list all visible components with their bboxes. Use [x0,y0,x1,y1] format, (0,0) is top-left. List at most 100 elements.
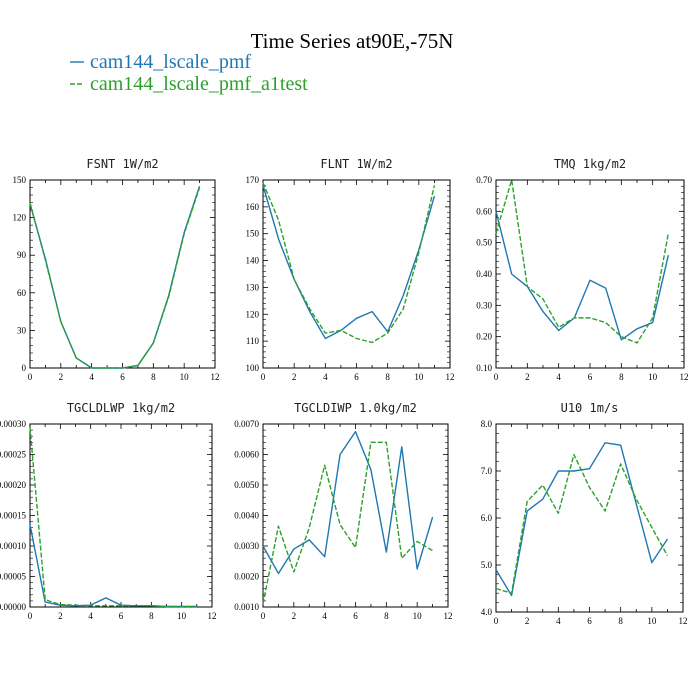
x-tick-label: 4 [323,372,328,382]
x-tick-label: 4 [322,611,327,621]
legend-label-1: cam144_lscale_pmf_a1test [90,73,308,95]
y-tick-label: 0.60 [476,206,492,216]
y-tick-label: 8.0 [481,419,493,429]
x-tick-label: 12 [446,372,455,382]
y-tick-label: 150 [246,229,260,239]
x-tick-label: 10 [648,372,658,382]
series-line-1 [262,182,436,344]
panel-title: FSNT 1W/m2 [86,157,158,171]
y-tick-label: 0.0010 [234,602,259,612]
x-tick-label: 10 [647,616,657,626]
y-tick-label: 170 [246,175,260,185]
x-tick-label: 10 [414,372,424,382]
y-tick-label: 0.40 [476,269,492,279]
series-line-0 [495,442,669,597]
y-tick-label: 0.0030 [234,541,259,551]
x-tick-label: 12 [208,611,217,621]
panel-4: TGCLDIWP 1.0kg/m2 0 2 4 6 8 10 12 0.0010 0.0020 0.… [234,401,452,621]
series-line-0 [495,211,670,341]
y-tick-label: 0.00020 [0,480,27,490]
y-tick-label: 0.70 [476,175,492,185]
x-tick-label: 2 [525,372,530,382]
plot-frame [29,423,213,608]
panel-title: U10 1m/s [561,401,619,415]
x-tick-label: 12 [679,616,688,626]
panel-title: FLNT 1W/m2 [320,157,392,171]
x-tick-label: 8 [385,372,390,382]
y-tick-label: 7.0 [481,466,493,476]
series-line-0 [262,185,436,340]
series-line-1 [495,179,670,344]
x-tick-label: 6 [587,616,592,626]
y-tick-label: 0.00030 [0,419,27,429]
plot-frame [29,179,216,369]
x-tick-label: 0 [28,372,33,382]
x-tick-label: 0 [261,372,266,382]
y-tick-label: 0.00000 [0,602,27,612]
series-line-0 [29,524,197,608]
series-line-1 [495,453,669,594]
x-tick-label: 6 [353,611,358,621]
panel-title: TMQ 1kg/m2 [554,157,626,171]
series-line-1 [29,426,197,608]
x-tick-label: 8 [384,611,389,621]
x-tick-label: 6 [588,372,593,382]
x-tick-label: 4 [556,372,561,382]
x-tick-label: 8 [151,372,156,382]
x-tick-label: 8 [149,611,154,621]
figure-title: Time Series at90E,-75N [251,29,454,53]
panel-2: TMQ 1kg/m2 0 2 4 6 8 10 12 0.10 0.20 0.30 0.40 0.50 0… [476,157,688,382]
y-tick-label: 0.10 [476,363,492,373]
x-tick-label: 0 [494,616,499,626]
x-tick-label: 0 [28,611,33,621]
panel-title: TGCLDIWP 1.0kg/m2 [294,401,417,415]
x-tick-label: 10 [413,611,423,621]
x-tick-label: 4 [88,611,93,621]
x-tick-label: 0 [261,611,266,621]
y-tick-label: 100 [246,363,260,373]
y-tick-label: 0.30 [476,300,492,310]
x-tick-label: 2 [58,611,63,621]
legend: cam144_lscale_pmf cam144_lscale_pmf_a1te… [70,51,308,95]
series-line-0 [262,430,434,575]
x-tick-label: 10 [180,372,190,382]
panel-title: TGCLDLWP 1kg/m2 [67,401,175,415]
x-tick-label: 12 [211,372,220,382]
y-tick-label: 0.0070 [234,419,259,429]
x-tick-label: 6 [119,611,124,621]
y-tick-label: 30 [17,325,27,335]
x-tick-label: 8 [619,372,624,382]
series-line-1 [29,187,201,369]
y-tick-label: 0.00005 [0,572,27,582]
x-tick-label: 10 [177,611,187,621]
y-tick-label: 0.0060 [234,450,259,460]
y-tick-label: 0 [22,363,27,373]
y-tick-label: 120 [13,213,27,223]
x-tick-label: 2 [292,611,297,621]
y-tick-label: 150 [13,175,27,185]
x-tick-label: 12 [680,372,689,382]
y-tick-label: 0.00025 [0,450,27,460]
x-tick-label: 2 [59,372,64,382]
x-tick-label: 8 [618,616,623,626]
x-tick-label: 6 [120,372,125,382]
y-tick-label: 4.0 [481,607,493,617]
panel-3: TGCLDLWP 1kg/m2 0 2 4 6 8 10 12 0.00000 0.00005 0.… [0,401,217,621]
y-tick-label: 90 [17,250,27,260]
panel-1: FLNT 1W/m2 0 2 4 6 8 10 12 100 110 120 130 140 150 160… [246,157,455,382]
y-tick-label: 140 [246,256,260,266]
y-tick-label: 0.0020 [234,572,259,582]
plot-frame [495,179,685,369]
y-tick-label: 0.00010 [0,541,27,551]
y-tick-label: 120 [246,309,260,319]
y-tick-label: 6.0 [481,513,493,523]
y-tick-label: 0.00015 [0,511,27,521]
y-tick-label: 0.50 [476,238,492,248]
panel-5: U10 1m/s 0 2 4 6 8 10 12 4.0 5.0 6.0 7.0 8.0 [481,401,688,626]
plot-frame [262,179,451,369]
x-tick-label: 0 [494,372,499,382]
y-tick-label: 130 [246,282,260,292]
